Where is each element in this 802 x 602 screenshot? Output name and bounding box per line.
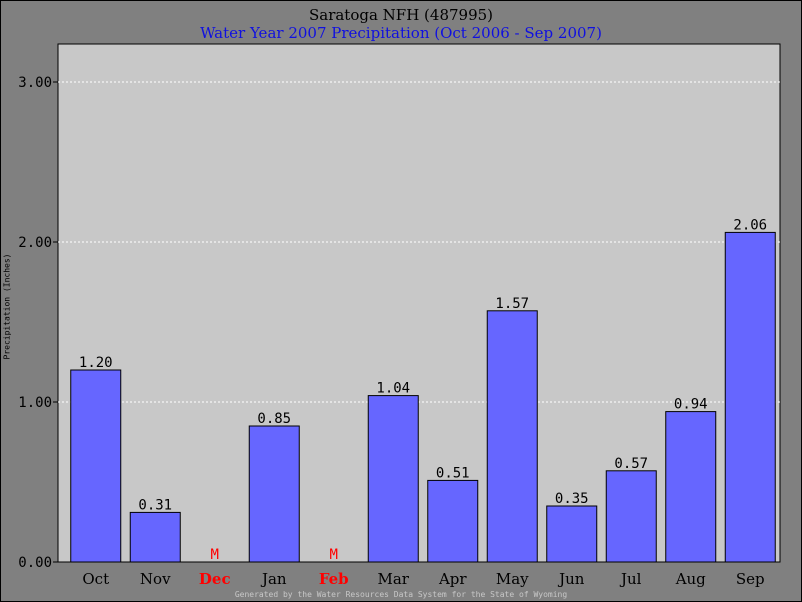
- bar: [70, 369, 122, 563]
- x-tick-label: Feb: [319, 570, 349, 588]
- x-tick-label: Oct: [82, 570, 109, 588]
- bar: [129, 511, 181, 563]
- y-tick-label: 3.00: [18, 75, 52, 91]
- bar-value-label: 1.04: [376, 381, 410, 397]
- bar: [427, 479, 479, 563]
- x-tick-label: Sep: [736, 570, 765, 588]
- bar: [605, 470, 657, 563]
- x-tick-label: May: [496, 570, 529, 588]
- bar-value-label: 2.06: [733, 217, 767, 233]
- missing-data-label: M: [330, 547, 338, 563]
- y-tick-label: 0.00: [18, 555, 52, 571]
- bar-value-label: 0.51: [436, 465, 470, 481]
- bar-value-label: 0.94: [674, 397, 708, 413]
- x-tick-label: Aug: [675, 570, 706, 588]
- plot-area: [57, 43, 781, 563]
- bar-value-label: 0.85: [257, 411, 291, 427]
- bar: [248, 425, 300, 563]
- bar-value-label: 0.57: [614, 456, 648, 472]
- bar: [486, 310, 538, 563]
- x-tick-label: Jun: [557, 570, 585, 588]
- missing-data-label: M: [211, 547, 219, 563]
- bar-value-label: 1.20: [79, 355, 113, 371]
- bar: [665, 411, 717, 563]
- bar-value-label: 0.35: [555, 491, 589, 507]
- chart-title: Saratoga NFH (487995): [308, 6, 494, 24]
- footer-credit: Generated by the Water Resources Data Sy…: [234, 590, 568, 599]
- x-tick-label: Jan: [260, 570, 287, 588]
- bar-value-label: 0.31: [138, 497, 172, 513]
- bar: [724, 231, 776, 563]
- x-tick-label: Nov: [140, 570, 171, 588]
- x-tick-label: Mar: [378, 570, 410, 588]
- bar-value-label: 1.57: [495, 296, 529, 312]
- y-tick-label: 1.00: [18, 395, 52, 411]
- bar: [367, 395, 419, 563]
- x-tick-label: Jul: [619, 570, 642, 588]
- chart-subtitle: Water Year 2007 Precipitation (Oct 2006 …: [200, 24, 602, 42]
- x-tick-label: Dec: [199, 570, 231, 588]
- x-tick-label: Apr: [438, 570, 467, 588]
- bar: [546, 505, 598, 563]
- y-tick-label: 2.00: [18, 235, 52, 251]
